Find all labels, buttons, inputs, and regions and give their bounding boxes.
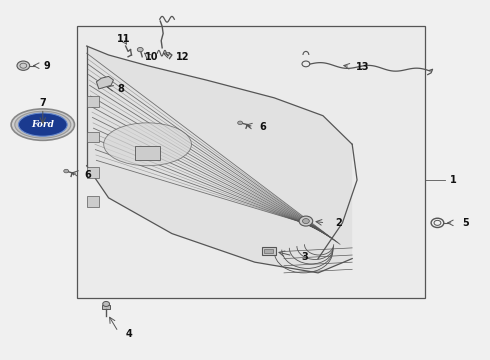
Bar	[265, 249, 273, 253]
Circle shape	[64, 169, 69, 173]
Text: 5: 5	[462, 218, 468, 228]
Text: 6: 6	[84, 170, 91, 180]
Bar	[87, 132, 99, 143]
Circle shape	[137, 48, 143, 52]
Text: Ford: Ford	[31, 120, 54, 129]
Ellipse shape	[19, 113, 67, 136]
Ellipse shape	[15, 111, 71, 138]
Text: 13: 13	[356, 62, 369, 72]
Polygon shape	[97, 76, 114, 89]
Text: 10: 10	[145, 53, 159, 63]
Text: 9: 9	[43, 61, 50, 71]
Text: 4: 4	[125, 329, 132, 339]
Ellipse shape	[11, 109, 74, 140]
Text: 12: 12	[176, 52, 189, 62]
Bar	[135, 146, 160, 160]
Polygon shape	[77, 26, 425, 298]
Text: 7: 7	[39, 98, 46, 108]
Polygon shape	[102, 305, 110, 309]
Text: 8: 8	[117, 84, 124, 94]
Bar	[87, 196, 99, 207]
Text: 6: 6	[260, 122, 267, 132]
Text: 1: 1	[450, 175, 456, 185]
Circle shape	[17, 61, 30, 70]
Text: 3: 3	[301, 252, 308, 262]
Polygon shape	[87, 46, 352, 273]
Text: 11: 11	[117, 33, 131, 44]
Circle shape	[238, 121, 243, 125]
Circle shape	[103, 301, 110, 306]
Bar	[87, 96, 99, 107]
Bar	[87, 167, 99, 178]
Ellipse shape	[104, 123, 192, 166]
Circle shape	[299, 216, 313, 226]
Bar	[262, 247, 276, 255]
Text: 2: 2	[335, 218, 342, 228]
Circle shape	[302, 219, 309, 224]
